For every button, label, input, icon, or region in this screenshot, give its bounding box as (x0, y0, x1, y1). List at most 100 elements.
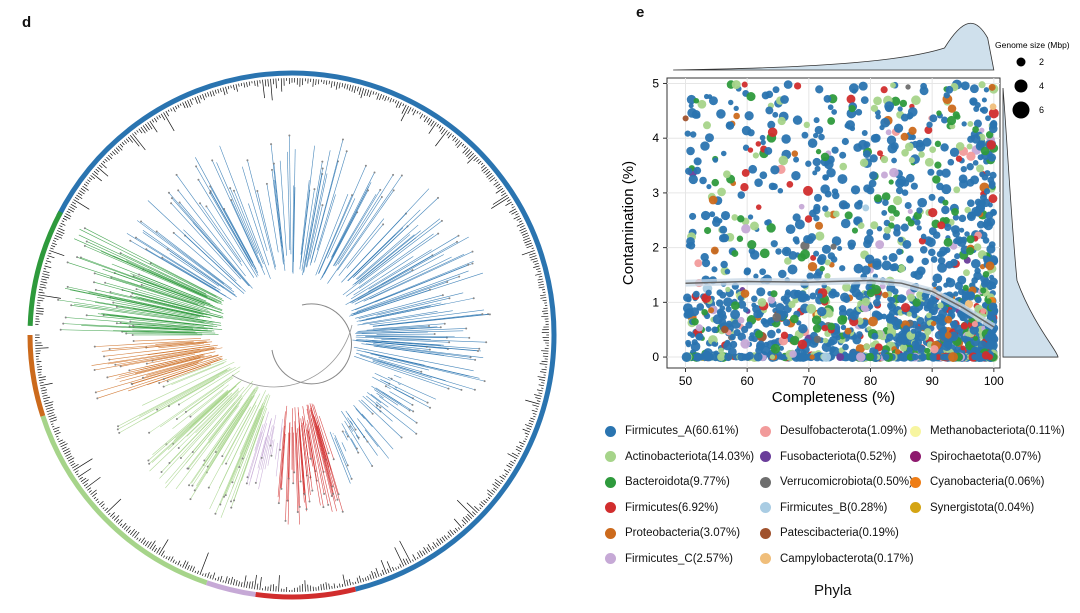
scatter-point (783, 318, 791, 327)
scatter-point (743, 307, 749, 313)
scatter-point (986, 340, 996, 350)
scatter-point (737, 215, 745, 223)
scatter-point (907, 219, 915, 227)
scatter-point (785, 224, 796, 235)
scatter-point (798, 323, 808, 334)
scatter-point (941, 184, 952, 195)
scatter-point (690, 341, 701, 352)
trend-line (685, 279, 995, 328)
scatter-point (839, 162, 848, 171)
scatter-point (917, 354, 924, 360)
scatter-point (897, 106, 903, 112)
size-legend-label: 4 (1039, 81, 1044, 91)
scatter-point (947, 104, 957, 113)
scatter-point (988, 241, 996, 249)
scatter-point (719, 291, 727, 299)
scatter-point (972, 126, 980, 133)
scatter-point (752, 152, 760, 159)
legend-item: Campylobacterota(0.17%) (760, 553, 914, 565)
scatter-point (888, 222, 895, 229)
scatter-point (685, 296, 692, 303)
scatter-point (708, 307, 715, 314)
legend-swatch (605, 425, 616, 437)
y-tick-label: 0 (652, 350, 659, 364)
scatter-point (740, 338, 751, 349)
scatter-point (937, 257, 946, 265)
scatter-point (950, 258, 958, 267)
scatter-point (988, 83, 996, 91)
scatter-point (710, 246, 719, 255)
scatter-point (819, 265, 825, 272)
scatter-point (783, 80, 793, 89)
scatter-point (910, 182, 918, 190)
scatter-point (768, 182, 777, 191)
scatter-point (688, 103, 694, 109)
scatter-point (952, 229, 960, 238)
y-axis-title: Contamination (%) (620, 161, 637, 285)
scatter-point (786, 180, 794, 188)
legend-swatch (910, 425, 921, 437)
scatter-point (842, 343, 849, 351)
scatter-point (695, 324, 704, 332)
scatter-point (821, 244, 832, 254)
scatter-point (765, 90, 774, 99)
scatter-point (789, 350, 797, 358)
scatter-point (974, 352, 985, 362)
scatter-point (954, 236, 964, 245)
scatter-point (969, 98, 977, 106)
scatter-point (906, 353, 914, 361)
size-legend-title: Genome size (Mbp) (995, 40, 1070, 50)
legend-label: Spirochaetota(0.07%) (930, 450, 1042, 463)
scatter-point (941, 205, 950, 215)
scatter-point (944, 223, 952, 231)
scatter-point (869, 171, 878, 180)
scatter-point (827, 252, 836, 260)
scatter-point (924, 347, 931, 354)
scatter-point (862, 150, 871, 159)
scatter-point (842, 295, 851, 303)
scatter-point (864, 254, 875, 264)
scatter-point (712, 314, 723, 325)
scatter-point (767, 127, 778, 138)
scatter-point (696, 303, 705, 311)
scatter-point (812, 170, 818, 176)
scatter-point (856, 331, 863, 338)
scatter-point (729, 333, 736, 341)
scatter-point (831, 109, 838, 115)
scatter-point (988, 302, 997, 311)
scatter-point (962, 284, 969, 291)
scatter-point (893, 224, 901, 232)
scatter-point (812, 324, 822, 333)
legend-item: Cyanobacteria(0.06%) (910, 476, 1044, 488)
scatter-point (770, 240, 778, 248)
scatter-point (930, 320, 937, 327)
scatter-point (981, 97, 987, 103)
scatter-point (853, 217, 861, 225)
scatter-point (976, 220, 985, 229)
scatter-point (985, 298, 992, 305)
scatter-point (900, 113, 909, 122)
scatter-point (753, 352, 763, 362)
scatter-point (991, 314, 997, 320)
scatter-point (754, 178, 763, 187)
legend-label: Firmicutes_A(60.61%) (625, 425, 739, 437)
scatter-point (900, 223, 909, 232)
scatter-point (904, 142, 914, 152)
scatter-point (888, 303, 897, 312)
scatter-point (902, 239, 912, 249)
scatter-point (820, 184, 830, 194)
scatter-point (750, 221, 759, 231)
scatter-point (815, 148, 822, 155)
scatter-point (985, 131, 994, 139)
scatter-point (934, 140, 942, 148)
tree-ring-arc (56, 70, 557, 592)
legend-item: Fusobacteriota(0.52%) (760, 451, 896, 463)
scatter-point (720, 150, 727, 157)
scatter-point (700, 210, 711, 221)
scatter-point (870, 342, 876, 348)
scatter-point (844, 327, 852, 335)
scatter-point (737, 191, 746, 199)
scatter-point (856, 199, 863, 206)
scatter-point (795, 352, 805, 362)
scatter-point (981, 351, 991, 360)
